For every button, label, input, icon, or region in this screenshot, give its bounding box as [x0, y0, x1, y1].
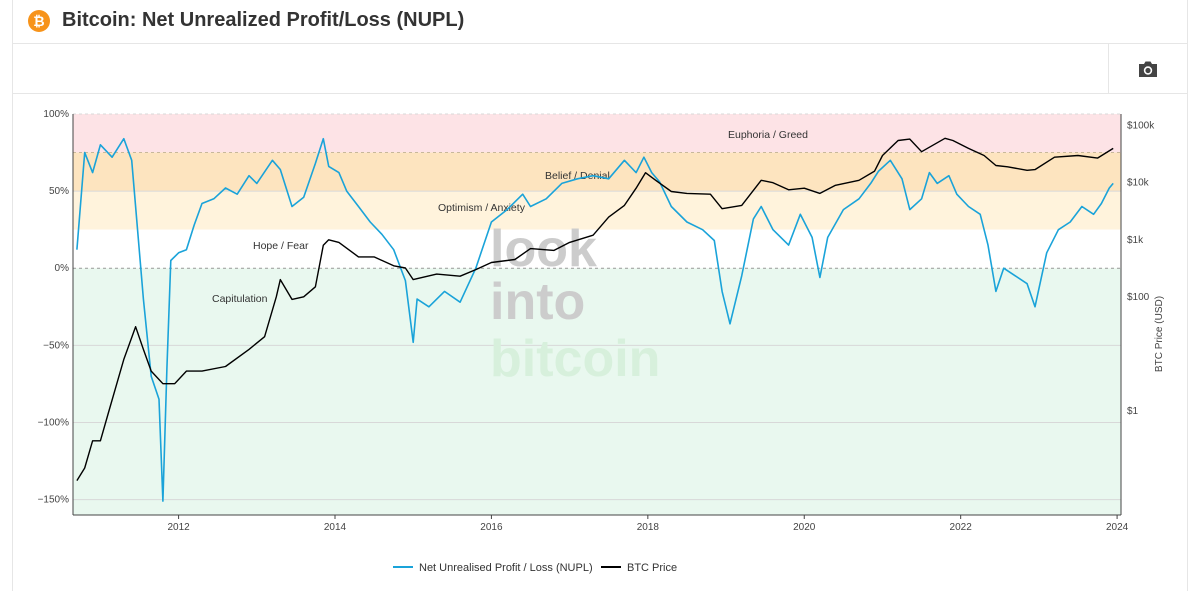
legend-label-nupl: Net Unrealised Profit / Loss (NUPL) [419, 562, 593, 574]
chart-card [12, 0, 1188, 591]
y-left-tick-label-2: 0% [55, 263, 70, 274]
x-tick-label-0: 2012 [167, 522, 190, 533]
zone-label-euphoria: Euphoria / Greed [728, 129, 808, 141]
x-tick-label-2: 2016 [480, 522, 503, 533]
nupl-chart: look into bitcoin Euphoria / Greed Belie… [38, 109, 1165, 574]
zone-band-2 [73, 191, 1121, 230]
zone-label-capitulation: Capitulation [212, 293, 268, 305]
watermark-line-2: into [490, 273, 585, 331]
zone-band-3 [73, 229, 1121, 269]
zone-band-1 [73, 152, 1121, 192]
zone-label-belief: Belief / Denial [545, 170, 610, 182]
series-lines [76, 137, 1114, 502]
y-left-tick-label-5: −150% [38, 495, 70, 506]
grid-lines [73, 113, 1121, 501]
y-right-tick-label-3: $100 [1127, 292, 1150, 303]
zone-label-hope: Hope / Fear [253, 240, 309, 252]
y-right-tick-label-1: $10k [1127, 178, 1150, 189]
camera-icon[interactable] [1136, 58, 1160, 80]
zone-labels: Euphoria / Greed Belief / Denial Optimis… [212, 129, 808, 305]
y-right-tick-label-0: $100k [1127, 121, 1155, 132]
zone-band-0 [73, 114, 1121, 153]
toolbar-divider [1108, 44, 1109, 93]
x-tick-label-3: 2018 [637, 522, 660, 533]
legend-label-price: BTC Price [627, 562, 677, 574]
y-left-tick-label-4: −100% [38, 417, 70, 428]
bitcoin-logo-icon: ₿ [28, 10, 50, 32]
series-line-1 [76, 137, 1114, 481]
axes: 100% 50% 0% −50% −100% −150% $100k $10k $1k $100 $… [38, 109, 1156, 533]
x-tick-label-4: 2020 [793, 522, 816, 533]
y-left-tick-label-1: 50% [49, 186, 69, 197]
y-right-tick-label-2: $1k [1127, 235, 1144, 246]
chart-header: ₿ Bitcoin: Net Unrealized Profit/Loss (N… [12, 0, 1188, 44]
zone-band-4 [73, 268, 1121, 515]
series-line-0 [76, 137, 1114, 502]
legend: Net Unrealised Profit / Loss (NUPL) BTC … [393, 562, 677, 574]
page-title: Bitcoin: Net Unrealized Profit/Loss (NUP… [62, 9, 465, 31]
y-left-tick-label-3: −50% [43, 340, 69, 351]
y-left-tick-label-0: 100% [43, 109, 69, 120]
y-right-tick-label-4: $1 [1127, 406, 1139, 417]
zone-bands [73, 114, 1121, 515]
x-tick-label-5: 2022 [950, 522, 973, 533]
watermark-line-3: bitcoin [490, 330, 660, 388]
x-tick-label-1: 2014 [324, 522, 347, 533]
chart-toolbar [12, 44, 1188, 94]
zone-label-optimism: Optimism / Anxiety [438, 202, 526, 214]
x-tick-label-6: 2024 [1106, 522, 1129, 533]
y-right-axis-label: BTC Price (USD) [1154, 296, 1165, 372]
